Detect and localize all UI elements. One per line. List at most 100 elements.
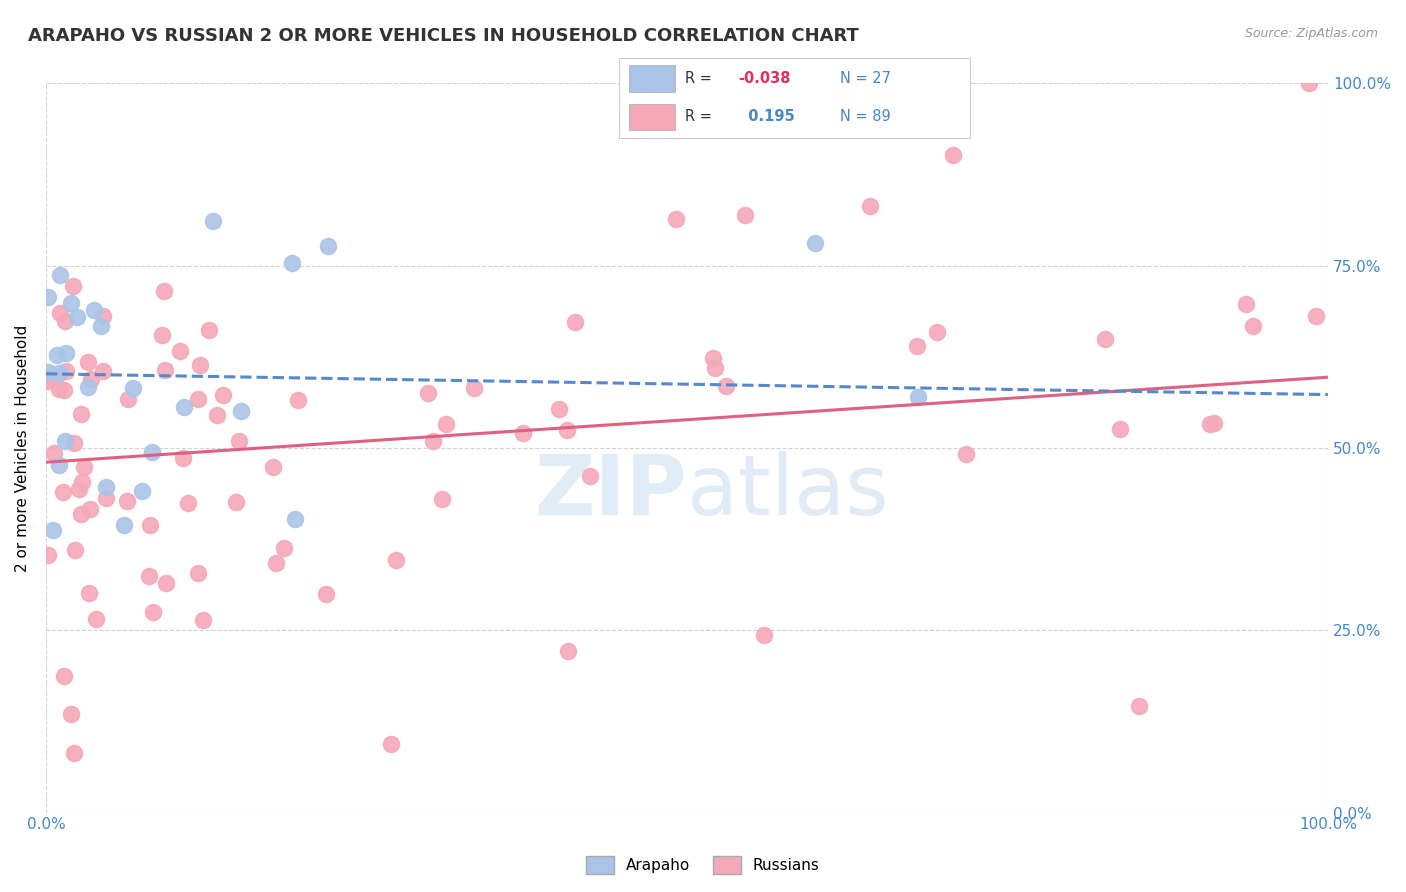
Point (52, 383, 75, 397)
Text: 0.195: 0.195 (738, 110, 794, 125)
Point (284, 512, 307, 526)
Point (55, 346, 77, 360)
Point (65, 543, 87, 558)
Text: Source: ZipAtlas.com: Source: ZipAtlas.com (1244, 27, 1378, 40)
Point (434, 417, 457, 432)
Text: ARAPAHO VS RUSSIAN 2 OR MORE VEHICLES IN HOUSEHOLD CORRELATION CHART: ARAPAHO VS RUSSIAN 2 OR MORE VEHICLES IN… (28, 27, 859, 45)
Point (83, 302, 105, 317)
Point (177, 496, 200, 510)
Point (316, 239, 339, 253)
Point (665, 211, 688, 226)
Point (430, 492, 453, 507)
Point (91, 364, 114, 378)
Text: N = 89: N = 89 (839, 110, 891, 125)
Point (142, 605, 165, 619)
FancyBboxPatch shape (630, 103, 675, 130)
Point (53, 314, 76, 328)
Point (229, 403, 252, 417)
Point (384, 553, 406, 567)
Point (927, 326, 949, 340)
Point (49, 306, 72, 320)
Point (150, 328, 173, 343)
Point (1199, 417, 1222, 431)
Point (225, 494, 247, 508)
Point (67, 482, 90, 496)
Point (207, 408, 229, 422)
Point (262, 459, 284, 474)
Point (228, 434, 250, 448)
Point (191, 613, 214, 627)
Point (907, 390, 929, 404)
Point (112, 517, 135, 532)
Point (76, 355, 98, 369)
Point (138, 517, 160, 532)
Point (42, 523, 65, 537)
Point (96, 480, 118, 494)
Point (37, 290, 59, 304)
Point (198, 324, 221, 338)
Point (94, 491, 117, 505)
Point (37, 374, 59, 388)
Point (380, 738, 402, 752)
Point (62, 279, 84, 293)
Point (273, 541, 295, 555)
Point (578, 469, 600, 483)
Point (905, 339, 928, 353)
Point (115, 493, 138, 508)
Point (138, 569, 160, 583)
Point (77, 380, 100, 394)
Point (955, 447, 977, 461)
Point (48, 458, 70, 472)
Point (53, 434, 76, 449)
Point (463, 381, 485, 395)
Text: atlas: atlas (688, 451, 889, 533)
Point (90, 318, 112, 333)
Point (1128, 698, 1150, 713)
Point (59, 706, 82, 721)
Point (48, 366, 70, 380)
Point (49, 268, 72, 282)
Text: R =: R = (686, 71, 717, 86)
Point (70, 407, 93, 421)
Point (188, 359, 211, 373)
Point (315, 587, 337, 601)
Text: -0.038: -0.038 (738, 71, 790, 86)
Point (1108, 422, 1130, 436)
Legend: Arapaho, Russians: Arapaho, Russians (581, 850, 825, 880)
Point (557, 423, 579, 437)
Point (557, 644, 579, 658)
Point (79, 502, 101, 516)
Y-axis label: 2 or more Vehicles in Household: 2 or more Vehicles in Household (15, 325, 30, 572)
Point (46, 348, 69, 362)
Point (37, 549, 59, 563)
Point (752, 628, 775, 642)
Text: R =: R = (686, 110, 717, 125)
Point (53, 669, 76, 683)
Point (211, 387, 233, 401)
Point (942, 148, 965, 162)
Point (45, 370, 67, 384)
Point (73, 459, 96, 474)
Point (734, 208, 756, 222)
Point (173, 400, 195, 414)
Point (84, 612, 107, 626)
Point (153, 363, 176, 377)
Point (117, 392, 139, 406)
Point (80, 372, 103, 386)
Point (155, 575, 177, 590)
Point (37, 365, 59, 379)
Point (804, 235, 827, 250)
FancyBboxPatch shape (630, 65, 675, 92)
Point (66, 310, 89, 324)
Point (416, 385, 439, 400)
Point (48, 383, 70, 397)
Point (52, 485, 75, 500)
Point (564, 315, 586, 329)
Point (187, 392, 209, 407)
Text: ZIP: ZIP (534, 451, 688, 533)
Point (1236, 297, 1258, 311)
Point (172, 451, 194, 466)
Point (38, 369, 60, 384)
Point (704, 360, 727, 375)
Text: N = 27: N = 27 (839, 71, 891, 86)
